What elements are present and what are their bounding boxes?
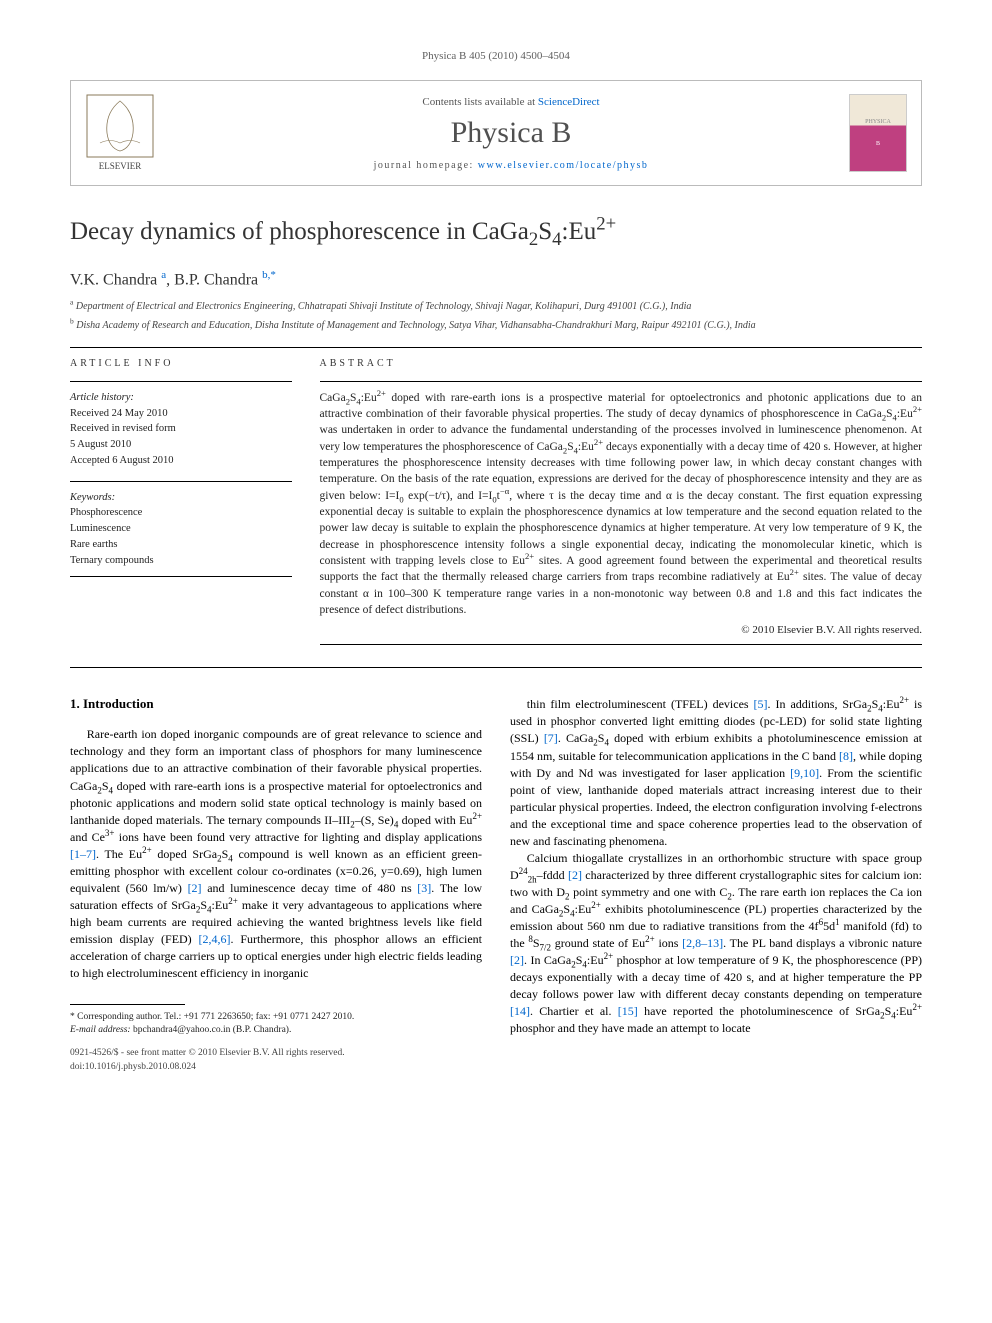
author-1-name: V.K. Chandra — [70, 271, 157, 288]
body-column-right: thin film electroluminescent (TFEL) devi… — [510, 696, 922, 1074]
article-history: Article history: Received 24 May 2010 Re… — [70, 390, 292, 469]
info-rule-mid — [70, 481, 292, 482]
journal-reference: Physica B 405 (2010) 4500–4504 — [70, 50, 922, 62]
journal-homepage-line: journal homepage: www.elsevier.com/locat… — [173, 160, 849, 171]
keywords-label: Keywords: — [70, 490, 292, 506]
body-column-left: 1. Introduction Rare-earth ion doped ino… — [70, 696, 482, 1074]
abstract-text: CaGa2S4:Eu2+ doped with rare-earth ions … — [320, 390, 922, 619]
sciencedirect-link[interactable]: ScienceDirect — [538, 96, 600, 108]
corresponding-footnote: * Corresponding author. Tel.: +91 771 22… — [70, 1011, 482, 1038]
author-2-name: B.P. Chandra — [174, 271, 258, 288]
info-rule-top — [70, 381, 292, 382]
journal-cover-thumbnail: PHYSICA B — [849, 94, 907, 172]
keyword-item: Phosphorescence — [70, 505, 292, 521]
journal-header-box: ELSEVIER Contents lists available at Sci… — [70, 80, 922, 186]
section-heading-introduction: 1. Introduction — [70, 696, 482, 712]
doi-block: 0921-4526/$ - see front matter © 2010 El… — [70, 1047, 482, 1074]
author-1-affiliation-link[interactable]: a — [161, 269, 166, 281]
cover-title-mid: B — [876, 141, 880, 147]
history-label: Article history: — [70, 390, 292, 406]
email-address: bpchandra4@yahoo.co.in (B.P. Chandra). — [133, 1025, 291, 1035]
corr-label: * Corresponding author. — [70, 1012, 164, 1022]
accepted-date: Accepted 6 August 2010 — [70, 453, 292, 469]
article-info-column: ARTICLE INFO Article history: Received 2… — [70, 358, 292, 654]
journal-name: Physica B — [173, 116, 849, 150]
article-info-label: ARTICLE INFO — [70, 358, 292, 369]
doi-line: doi:10.1016/j.physb.2010.08.024 — [70, 1061, 482, 1074]
footnote-rule — [70, 1004, 185, 1005]
revised-line1: Received in revised form — [70, 421, 292, 437]
abstract-rule-top — [320, 381, 922, 382]
body-text-col2: thin film electroluminescent (TFEL) devi… — [510, 696, 922, 1037]
keyword-item: Ternary compounds — [70, 553, 292, 569]
affiliation-b: b Disha Academy of Research and Educatio… — [70, 318, 922, 333]
header-center: Contents lists available at ScienceDirec… — [173, 96, 849, 171]
front-matter-line: 0921-4526/$ - see front matter © 2010 El… — [70, 1047, 482, 1060]
copyright-line: © 2010 Elsevier B.V. All rights reserved… — [320, 624, 922, 636]
elsevier-logo: ELSEVIER — [85, 93, 155, 173]
abstract-rule-bot — [320, 644, 922, 645]
keyword-item: Luminescence — [70, 521, 292, 537]
abstract-label: ABSTRACT — [320, 358, 922, 369]
revised-line2: 5 August 2010 — [70, 437, 292, 453]
svg-text:ELSEVIER: ELSEVIER — [99, 161, 142, 171]
contents-available-line: Contents lists available at ScienceDirec… — [173, 96, 849, 108]
keyword-item: Rare earths — [70, 537, 292, 553]
info-rule-bot — [70, 576, 292, 577]
homepage-link[interactable]: www.elsevier.com/locate/physb — [478, 160, 649, 171]
affiliation-a-text: Department of Electrical and Electronics… — [76, 301, 692, 312]
body-columns: 1. Introduction Rare-earth ion doped ino… — [70, 696, 922, 1074]
affiliation-b-text: Disha Academy of Research and Education,… — [76, 320, 755, 331]
email-label: E-mail address: — [70, 1025, 133, 1035]
homepage-prefix: journal homepage: — [374, 160, 478, 171]
authors-line: V.K. Chandra a, B.P. Chandra b,* — [70, 269, 922, 289]
contents-prefix: Contents lists available at — [422, 96, 537, 108]
keywords-block: Keywords: Phosphorescence Luminescence R… — [70, 490, 292, 569]
abstract-column: ABSTRACT CaGa2S4:Eu2+ doped with rare-ea… — [320, 358, 922, 654]
divider-rule-lower — [70, 667, 922, 668]
corresponding-author-mark[interactable]: * — [270, 269, 276, 281]
body-text-col1: Rare-earth ion doped inorganic compounds… — [70, 726, 482, 981]
article-title: Decay dynamics of phosphorescence in CaG… — [70, 216, 922, 249]
corr-phone-fax: Tel.: +91 771 2263650; fax: +91 0771 242… — [164, 1012, 354, 1022]
cover-title-top: PHYSICA — [865, 119, 891, 125]
divider-rule — [70, 347, 922, 348]
affiliation-a: a Department of Electrical and Electroni… — [70, 299, 922, 314]
received-date: Received 24 May 2010 — [70, 406, 292, 422]
